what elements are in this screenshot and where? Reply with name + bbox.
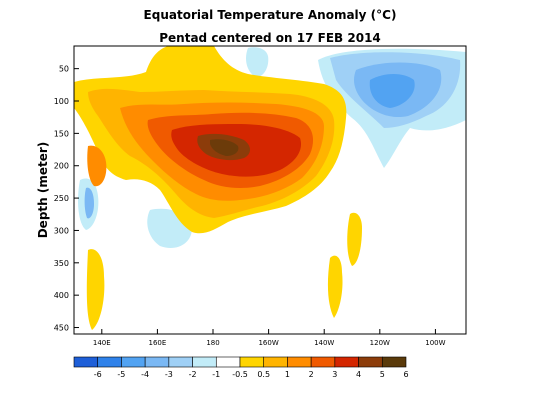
legend-label: 0.5 (257, 370, 270, 379)
legend-label: 1 (285, 370, 290, 379)
y-tick-label: 300 (54, 226, 69, 235)
legend-label: -1 (212, 370, 220, 379)
legend-swatch (215, 356, 241, 368)
legend-swatch (381, 356, 407, 368)
legend-swatch (144, 356, 170, 368)
legend-swatch (239, 356, 265, 368)
legend-label: -6 (94, 370, 102, 379)
cold-contour-minus-3 (369, 74, 415, 108)
legend-label: 4 (356, 370, 361, 379)
y-tick-label: 100 (54, 97, 69, 106)
x-tick-label: 180 (206, 339, 219, 347)
y-tick-label: 150 (54, 129, 69, 138)
legend-swatch (73, 356, 99, 368)
x-tick-label: 100W (425, 339, 445, 347)
x-tick-label: 120W (370, 339, 390, 347)
legend-swatch (287, 356, 312, 368)
y-axis-label: Depth (meter) (36, 142, 50, 239)
y-tick-label: 400 (54, 291, 69, 300)
warm-patch-deep-east-2 (347, 212, 362, 266)
warm-patch-deep-west (86, 249, 105, 330)
x-tick-label: 160W (258, 339, 278, 347)
color-legend: -6 -5 -4 -3 -2 -1 -0.5 0.5 1 2 3 4 5 6 (73, 356, 409, 379)
legend-swatch (121, 356, 146, 368)
chart-title: Equatorial Temperature Anomaly (°C) (144, 8, 397, 22)
legend-label: -4 (141, 370, 149, 379)
warm-patch-west-flank (87, 145, 107, 187)
x-tick-label: 140E (93, 339, 111, 347)
legend-label: -5 (117, 370, 125, 379)
legend-swatch (168, 356, 193, 368)
y-tick-label: 350 (54, 259, 69, 268)
legend-label: 2 (309, 370, 314, 379)
warm-patch-deep-east (327, 255, 343, 318)
legend-swatch (358, 356, 383, 368)
y-tick-label: 200 (54, 162, 69, 171)
legend-label: -2 (189, 370, 197, 379)
y-tick-label: 250 (54, 194, 69, 203)
legend-swatch (334, 356, 359, 368)
warm-contour-6 (210, 139, 239, 156)
y-tick-label: 50 (59, 65, 69, 74)
legend-swatch (192, 356, 217, 368)
legend-label: 5 (380, 370, 385, 379)
legend-label: -3 (165, 370, 173, 379)
cold-patch-west-upper (246, 47, 269, 77)
x-axis: 140E 160E 180 160W 140W 120W 100W (93, 329, 446, 347)
legend-label: -0.5 (232, 370, 248, 379)
plot-frame (73, 45, 467, 335)
x-tick-label: 160E (149, 339, 167, 347)
legend-swatch (97, 356, 122, 368)
legend-swatch (310, 356, 336, 368)
y-tick-label: 450 (54, 324, 69, 333)
cold-patch-far-west-core (84, 187, 94, 219)
legend-label: 3 (332, 370, 337, 379)
chart-subtitle: Pentad centered on 17 FEB 2014 (159, 31, 381, 45)
y-axis: 50 100 150 200 250 300 350 400 450 (54, 65, 79, 333)
anomaly-field (74, 46, 466, 334)
legend-label: 6 (403, 370, 408, 379)
x-tick-label: 140W (314, 339, 334, 347)
legend-swatch (263, 356, 288, 368)
